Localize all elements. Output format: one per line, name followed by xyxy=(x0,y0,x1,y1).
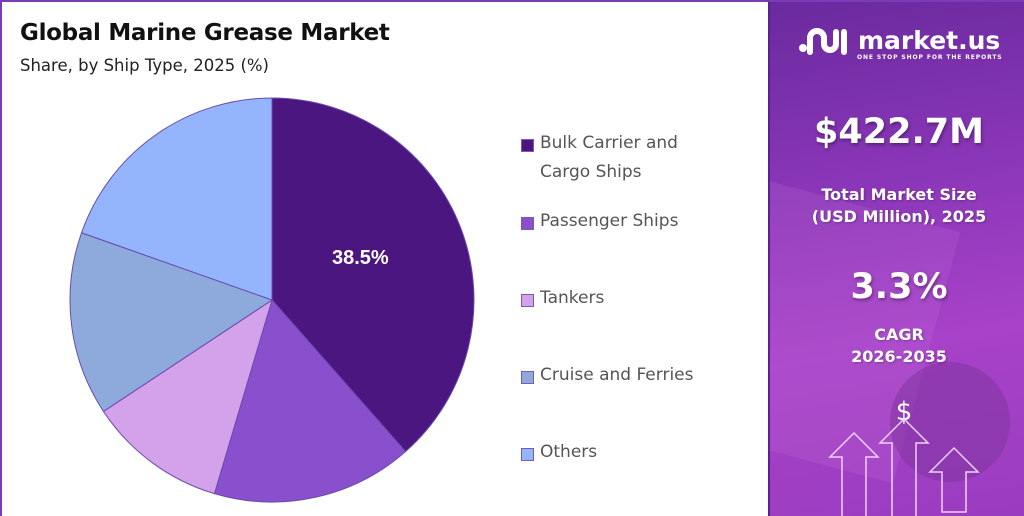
pie-slice-tankers xyxy=(102,298,273,495)
chart-panel: Global Marine Grease Market Share, by Sh… xyxy=(2,2,768,516)
legend-label: Bulk Carrier and xyxy=(540,133,678,153)
pie-slice-passenger-ships xyxy=(213,298,407,503)
legend-item-bulk-carrier: Bulk Carrier and Cargo Ships xyxy=(521,132,751,187)
growth-arrows-icon: $ xyxy=(828,397,980,516)
legend-swatch xyxy=(521,294,534,307)
background-coin-decoration xyxy=(890,362,1010,482)
legend-label-line2: Cargo Ships xyxy=(540,162,642,182)
legend-label: Cruise and Ferries xyxy=(540,365,694,385)
summary-panel: market.us ONE STOP SHOP FOR THE REPORTS … xyxy=(768,2,1024,516)
dollar-icon: $ xyxy=(896,397,913,427)
legend-item-others: Others xyxy=(521,441,751,467)
legend-item-passenger-ships: Passenger Ships xyxy=(521,210,751,236)
legend-label: Others xyxy=(540,442,598,462)
legend-swatch xyxy=(521,371,534,384)
chart-subtitle: Share, by Ship Type, 2025 (%) xyxy=(20,56,269,75)
cagr-label: CAGR 2026-2035 xyxy=(851,325,947,366)
cagr-value: 3.3% xyxy=(850,267,948,307)
pie-slice-bulk-carrier-and-cargo-ships xyxy=(271,97,475,453)
legend-item-tankers: Tankers xyxy=(521,287,751,313)
pie-chart xyxy=(69,97,475,503)
market-us-logo-icon xyxy=(799,28,847,55)
legend-swatch xyxy=(521,448,534,461)
brand-tagline: ONE STOP SHOP FOR THE REPORTS xyxy=(857,54,1003,61)
legend-label: Passenger Ships xyxy=(540,211,679,231)
pie-slice-others xyxy=(80,97,273,301)
legend-swatch xyxy=(521,217,534,230)
legend-swatch xyxy=(521,139,534,152)
brand-logo: market.us xyxy=(798,26,1000,56)
legend-item-cruise-ferries: Cruise and Ferries xyxy=(521,364,751,390)
market-size-label: Total Market Size (USD Million), 2025 xyxy=(811,185,987,226)
brand-name: market.us xyxy=(858,26,1001,55)
legend-label: Tankers xyxy=(540,288,605,308)
chart-title: Global Marine Grease Market xyxy=(20,20,390,46)
market-size-value: $422.7M xyxy=(814,112,984,152)
pie-data-label: 38.5% xyxy=(332,247,389,269)
pie-slice-cruise-and-ferries xyxy=(69,232,274,413)
